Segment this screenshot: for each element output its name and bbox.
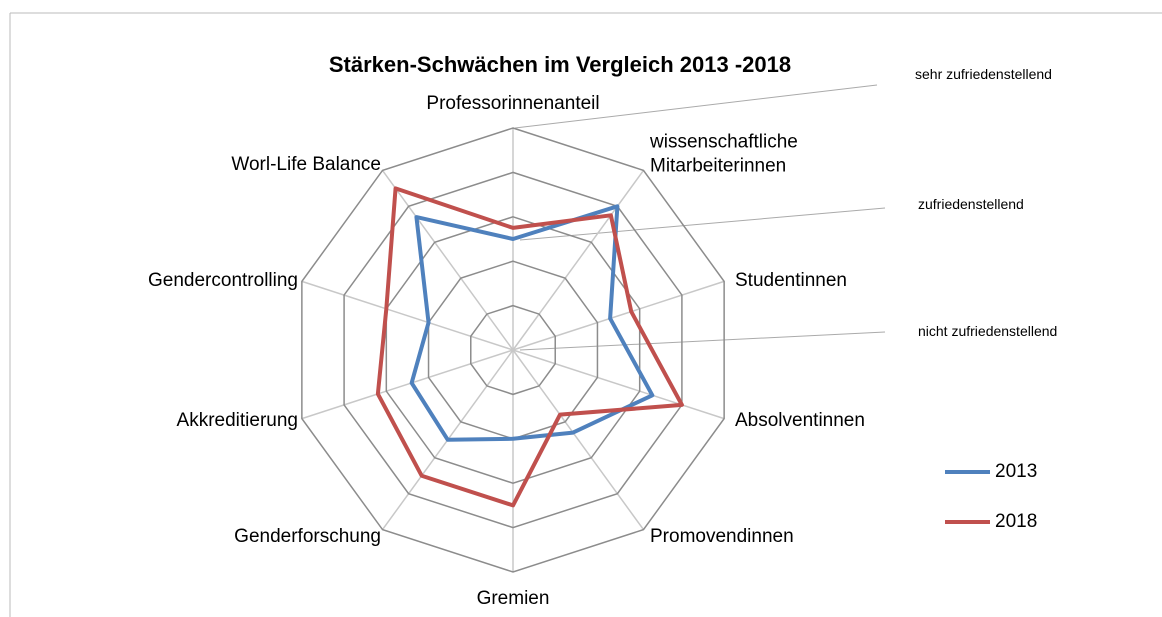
spoke — [512, 349, 645, 531]
spoke — [512, 280, 725, 351]
annotation-line — [519, 331, 886, 351]
grid-ring — [343, 171, 683, 529]
grid-ring — [301, 127, 725, 573]
series-line — [375, 186, 684, 508]
axis-label: Genderforschung — [234, 526, 381, 547]
annotation-line — [519, 207, 886, 241]
chart-title: Stärken-Schwächen im Vergleich 2013 -201… — [329, 52, 791, 77]
spoke — [301, 349, 514, 420]
annotation: zufriedenstellend — [918, 196, 1024, 212]
spoke — [301, 280, 514, 351]
axis-label: Professorinnenanteil — [426, 93, 600, 114]
legend-label: 2013 — [995, 461, 1037, 482]
axis-label: Akkreditierung — [176, 410, 298, 431]
annotation: sehr zufriedenstellend — [915, 66, 1052, 82]
axis-label: Promovendinnen — [650, 526, 794, 547]
axis-label: Studentinnen — [735, 270, 847, 291]
annotation: nicht zufriedenstellend — [918, 323, 1058, 339]
axis-label: Gendercontrolling — [148, 270, 298, 291]
spoke — [381, 169, 514, 351]
axis-label: Absolventinnen — [735, 410, 865, 431]
spoke — [512, 169, 645, 351]
axis-label: Gremien — [476, 588, 550, 609]
legend-label: 2018 — [995, 511, 1037, 532]
grid-ring — [470, 304, 556, 396]
axis-label: Worl-Life Balance — [231, 154, 381, 175]
annotation-line — [514, 84, 878, 129]
series-line — [409, 204, 655, 442]
spoke — [512, 349, 725, 420]
axis-label: wissenschaftliche Mitarbeiterinnen — [650, 131, 798, 177]
grid-ring — [385, 216, 641, 484]
